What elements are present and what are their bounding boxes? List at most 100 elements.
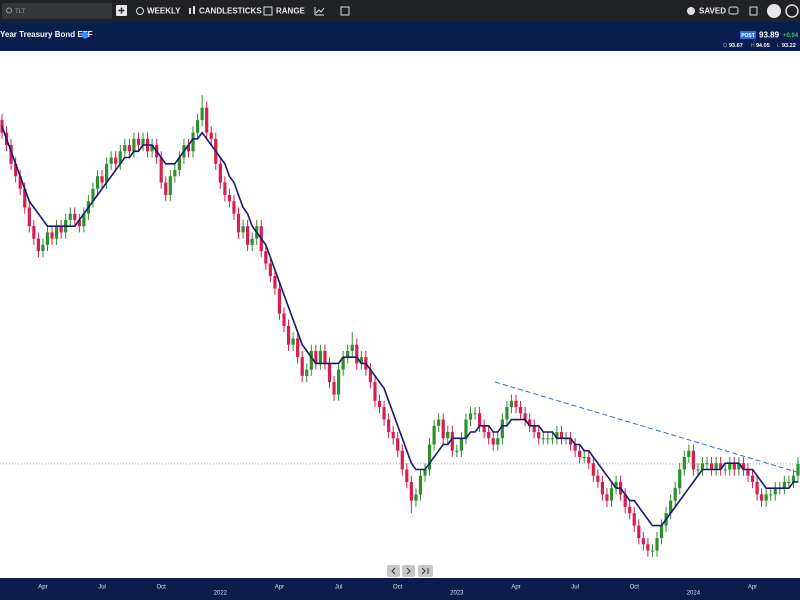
toolbar — [0, 0, 800, 22]
candle-body — [482, 425, 486, 433]
candle-body — [437, 419, 441, 426]
candle-body — [464, 419, 468, 439]
range-button[interactable]: RANGE — [276, 7, 306, 16]
candle-body — [114, 157, 118, 164]
candle-body — [186, 145, 191, 152]
candle-body — [396, 438, 400, 451]
x-month-label: Jul — [98, 585, 106, 591]
candle-body — [591, 463, 595, 476]
trend-line — [494, 381, 800, 474]
candle-body — [82, 213, 86, 227]
candle-body — [355, 344, 359, 364]
candle-body — [277, 288, 282, 314]
saved-button[interactable]: SAVED — [699, 7, 726, 16]
high-value: 94.05 — [756, 43, 770, 49]
candle-body — [468, 413, 473, 420]
candle-body — [400, 450, 404, 470]
candle-body — [541, 438, 545, 440]
candle-body — [782, 481, 786, 489]
candle-body — [596, 475, 600, 482]
candle-body — [732, 463, 736, 470]
x-month-label: Apr — [748, 585, 757, 591]
candle-body — [150, 145, 154, 152]
candle-body — [546, 438, 550, 440]
scroll-left-button[interactable] — [387, 565, 400, 577]
comment-button[interactable] — [728, 6, 739, 15]
candle-body — [336, 369, 341, 395]
x-year-label: 2024 — [687, 591, 701, 597]
candle-body — [14, 163, 18, 177]
arrow-icon — [406, 567, 411, 575]
candle-body — [473, 413, 477, 415]
candle-body — [318, 350, 322, 364]
scroll-right-button[interactable] — [402, 565, 415, 577]
candle-body — [305, 369, 309, 376]
candle-body — [632, 513, 636, 526]
candle-body — [600, 481, 605, 495]
candle-body — [205, 107, 209, 133]
time-axis — [0, 578, 800, 600]
x-month-label: Jul — [335, 585, 343, 591]
candle-body — [105, 163, 109, 183]
delete-button[interactable] — [749, 6, 758, 16]
candle-body — [77, 219, 81, 227]
candle-body — [723, 469, 727, 471]
candle-body — [223, 182, 227, 195]
x-month-label: Oct — [157, 585, 167, 591]
candle-body — [32, 226, 36, 239]
candle-body — [728, 463, 732, 470]
candle-body — [18, 176, 22, 189]
indicator-button[interactable] — [314, 7, 325, 16]
candle-body — [300, 357, 304, 376]
x-month-label: Jul — [571, 585, 579, 591]
candle-icon — [193, 6, 195, 14]
x-year-label: 2022 — [214, 591, 228, 597]
candle-body — [478, 413, 482, 426]
candle-body — [700, 463, 705, 470]
crosshair-button[interactable] — [785, 4, 799, 18]
candle-body — [432, 425, 436, 445]
candle-body — [446, 432, 450, 439]
x-month-label: Oct — [630, 585, 640, 591]
candle-body — [760, 494, 764, 501]
search-text[interactable]: TLT — [15, 9, 26, 15]
candle-body — [73, 213, 77, 220]
candle-body — [387, 419, 391, 433]
candle-body — [550, 438, 554, 440]
candle-body — [537, 432, 541, 439]
layout-button[interactable] — [340, 6, 350, 16]
candle-body — [164, 182, 168, 195]
candle-body — [109, 157, 113, 164]
candle-body — [368, 369, 373, 383]
candle-body — [637, 525, 641, 539]
candle-body — [427, 444, 432, 470]
candle-body — [491, 438, 495, 445]
candle-body — [582, 456, 586, 458]
candle-body — [391, 432, 395, 439]
low-label: L — [777, 43, 780, 49]
candle-body — [737, 463, 741, 470]
candle-body — [628, 506, 632, 514]
candle-body — [614, 481, 618, 489]
search-box[interactable] — [2, 3, 112, 19]
candle-body — [136, 138, 141, 146]
candle-body — [232, 201, 236, 214]
style-button[interactable]: CANDLESTICKS — [199, 7, 262, 16]
candle-body — [91, 188, 95, 202]
candle-body — [236, 213, 241, 233]
candle-body — [359, 357, 363, 364]
interval-button[interactable]: WEEKLY — [147, 7, 181, 16]
candle-body — [332, 382, 336, 395]
x-month-label: Oct — [393, 585, 403, 591]
candle-body — [36, 238, 40, 252]
share-button[interactable] — [767, 4, 781, 18]
candle-body — [646, 544, 650, 551]
candle-body — [264, 251, 268, 264]
info-icon[interactable] — [81, 31, 89, 39]
candle-body — [250, 238, 254, 245]
add-icon — [118, 7, 125, 14]
candle-body — [341, 357, 345, 370]
candle-body — [609, 488, 614, 501]
candle-icon — [189, 8, 191, 14]
